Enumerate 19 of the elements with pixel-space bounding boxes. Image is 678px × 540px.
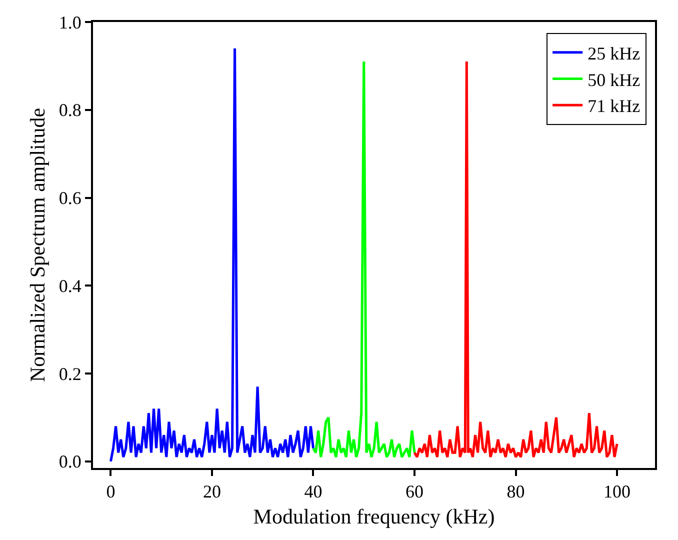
y-tick-label: 0.0 <box>58 452 82 472</box>
x-tick-label: 100 <box>604 482 631 502</box>
x-tick-label: 20 <box>202 482 221 502</box>
legend-label: 71 kHz <box>588 96 640 116</box>
y-tick-label: 0.4 <box>58 276 82 296</box>
x-tick-label: 0 <box>106 482 116 502</box>
y-tick-label: 0.2 <box>58 364 82 384</box>
x-tick-label: 40 <box>304 482 322 502</box>
x-axis-title: Modulation frequency (kHz) <box>253 504 495 528</box>
y-tick-label: 0.6 <box>58 188 82 208</box>
line-series <box>312 60 416 458</box>
x-tick-label: 80 <box>506 482 525 502</box>
line-series <box>109 47 314 463</box>
x-tick-label: 60 <box>406 482 424 502</box>
legend-label: 25 kHz <box>588 43 640 64</box>
legend-label: 50 kHz <box>588 70 640 90</box>
y-axis-title: Normalized Spectrum amplitude <box>26 108 50 382</box>
y-tick-label: 1.0 <box>58 12 82 32</box>
y-tick-label: 0.8 <box>58 100 82 120</box>
